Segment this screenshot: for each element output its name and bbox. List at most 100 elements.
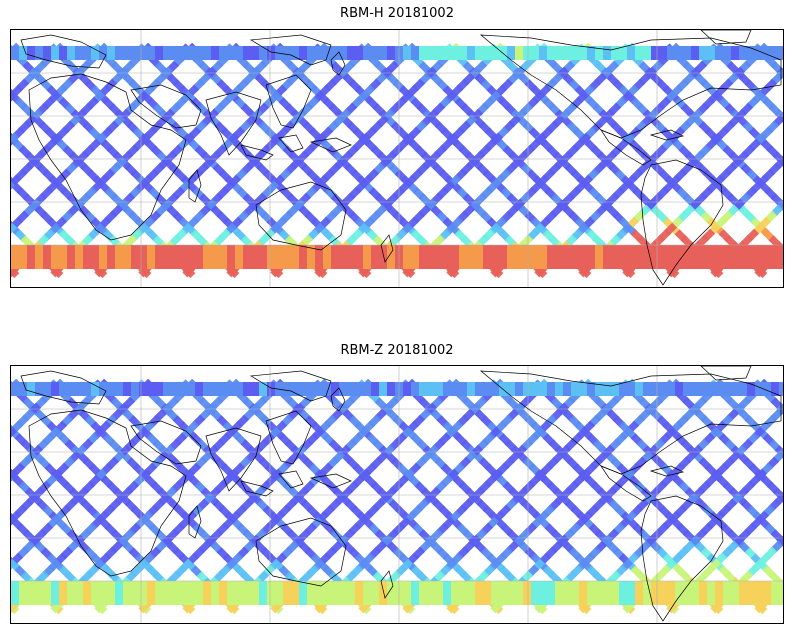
swath-segment (659, 245, 668, 269)
swath-segment (107, 46, 116, 60)
swath-segment (619, 581, 628, 605)
swath-segment (363, 382, 372, 396)
swath-segment (683, 382, 692, 396)
swath-segment (691, 581, 700, 605)
map-canvas-rbm-z (11, 366, 783, 623)
swath-segment (219, 382, 228, 396)
map-panel-rbm-z (10, 365, 784, 624)
swath-segment (11, 245, 20, 269)
swath-segment (11, 468, 20, 482)
swath-segment (779, 46, 783, 60)
swath-segment (675, 382, 684, 396)
swath-segment (339, 46, 348, 60)
swath-segment (579, 245, 588, 269)
swath-segment (115, 46, 124, 60)
swath-segment (659, 382, 668, 396)
swath-segment (131, 382, 140, 396)
graticule (11, 366, 783, 623)
swath-segment (83, 46, 92, 60)
coastline (278, 134, 304, 153)
swath-segment (659, 46, 668, 60)
swath-segment (651, 245, 660, 269)
swath-segment (147, 46, 156, 60)
swath-segment (627, 46, 636, 60)
coastline (249, 370, 332, 402)
swath-segment (595, 581, 604, 605)
swath-segment (195, 245, 204, 269)
coastline (130, 420, 202, 465)
swath-segment (563, 245, 572, 269)
swath-segment (571, 581, 580, 605)
swath-segment (123, 382, 132, 396)
swath-segment (27, 581, 36, 605)
swath-segment (491, 245, 500, 269)
swath-segment (691, 46, 700, 60)
swath-segment (715, 382, 724, 396)
swath-segment (203, 581, 212, 605)
swath-segment (659, 581, 668, 605)
swath-segment (491, 46, 500, 60)
swath-segment (499, 245, 508, 269)
coastline (309, 473, 352, 489)
swath-segment (707, 581, 716, 605)
swath-segment (755, 382, 764, 396)
swath-segment (347, 245, 356, 269)
swath-segment (259, 245, 268, 269)
swath-segment (515, 581, 524, 605)
swath-segment (363, 46, 372, 60)
swath-segment (459, 382, 468, 396)
swath-segment (419, 245, 428, 269)
swath-segment (651, 382, 660, 396)
coastline (20, 34, 107, 69)
swath-segment (499, 382, 508, 396)
swath-segment (203, 382, 212, 396)
swath-segment (443, 46, 452, 60)
coastline (255, 517, 347, 587)
swath-segment (187, 245, 196, 269)
swath-segment (675, 245, 684, 269)
swath-segment (675, 46, 684, 60)
swath-segment (323, 46, 332, 60)
swath-segment (11, 132, 20, 146)
coastline (479, 370, 782, 475)
swath-segment (355, 245, 364, 269)
swath-segment (35, 46, 44, 60)
swath-segment (227, 382, 236, 396)
swath-segment (283, 581, 292, 605)
swath-segment (211, 245, 220, 269)
swath-segment (587, 581, 596, 605)
coastline (205, 427, 262, 492)
swath-segment (267, 581, 276, 605)
swath-segment (419, 382, 428, 396)
coastline (640, 495, 724, 622)
swath-segment (779, 581, 783, 605)
swath-segment (491, 382, 500, 396)
swath-segment (395, 245, 404, 269)
swath-segment (235, 245, 244, 269)
swath-segment (435, 245, 444, 269)
swath-segment (619, 382, 628, 396)
panel-title-rbm-h: RBM-H 20181002 (340, 6, 454, 21)
swath-segment (179, 382, 188, 396)
swath-segment (91, 382, 100, 396)
swath-segment (163, 382, 172, 396)
swath-segment (667, 581, 676, 605)
swath-segment (211, 581, 220, 605)
swath-segment (707, 245, 716, 269)
swath-segment (411, 581, 420, 605)
swath-segment (763, 46, 772, 60)
swath-segment (595, 245, 604, 269)
swath-layer (11, 378, 783, 615)
swath-segment (603, 46, 612, 60)
swath-segment (459, 46, 468, 60)
swath-segment (299, 245, 308, 269)
coastline (240, 480, 274, 497)
coastline (188, 505, 202, 539)
swath-segment (427, 382, 436, 396)
swath-segment (667, 46, 676, 60)
swath-segment (747, 581, 756, 605)
swath-segment (67, 245, 76, 269)
swath-layer (11, 42, 783, 279)
swath-segment (731, 581, 740, 605)
swath-segment (611, 245, 620, 269)
